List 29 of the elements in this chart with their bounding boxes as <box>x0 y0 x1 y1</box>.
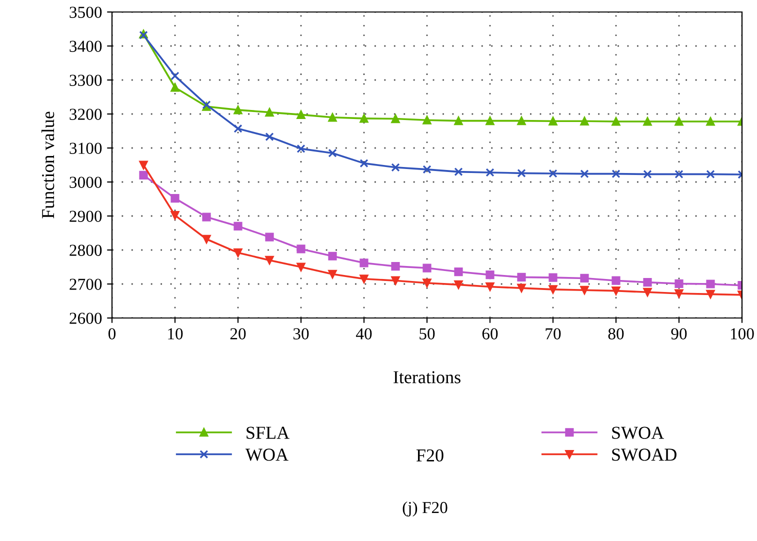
x-tick-label: 40 <box>356 328 372 340</box>
x-axis-title: Iterations <box>394 371 460 384</box>
y-tick-label: 3300 <box>70 74 102 86</box>
y-tick-label: 2700 <box>70 278 102 290</box>
y-tick-label: 2600 <box>70 312 102 324</box>
text: (j) F20 <box>402 501 448 517</box>
x-tick-label: 80 <box>608 328 624 340</box>
y-tick-label: 3500 <box>70 6 102 18</box>
legend-label: SWOAD <box>612 448 676 461</box>
y-tick-label: 3000 <box>70 176 102 188</box>
x-tick-label: 0 <box>108 328 116 340</box>
x-tick-label: 100 <box>730 328 754 340</box>
text: F20 <box>416 449 444 462</box>
y-tick-label: 3200 <box>70 108 102 120</box>
y-tick-label: 3100 <box>70 142 102 154</box>
x-tick-label: 90 <box>671 328 687 340</box>
legend-label: SFLA <box>246 426 290 439</box>
y-tick-label: 2900 <box>70 210 102 222</box>
x-tick-label: 30 <box>293 328 309 340</box>
y-tick-label: 2800 <box>70 244 102 256</box>
y-axis-title: Function value <box>41 112 54 218</box>
x-tick-label: 20 <box>230 328 246 340</box>
legend-label: SWOA <box>612 426 664 439</box>
x-tick-label: 70 <box>546 328 561 340</box>
x-tick-label: 60 <box>482 328 498 340</box>
y-tick-label: 3400 <box>70 40 102 52</box>
legend-label: WOA <box>245 448 288 461</box>
x-tick-label: 10 <box>168 328 183 340</box>
x-tick-label: 50 <box>420 328 435 340</box>
